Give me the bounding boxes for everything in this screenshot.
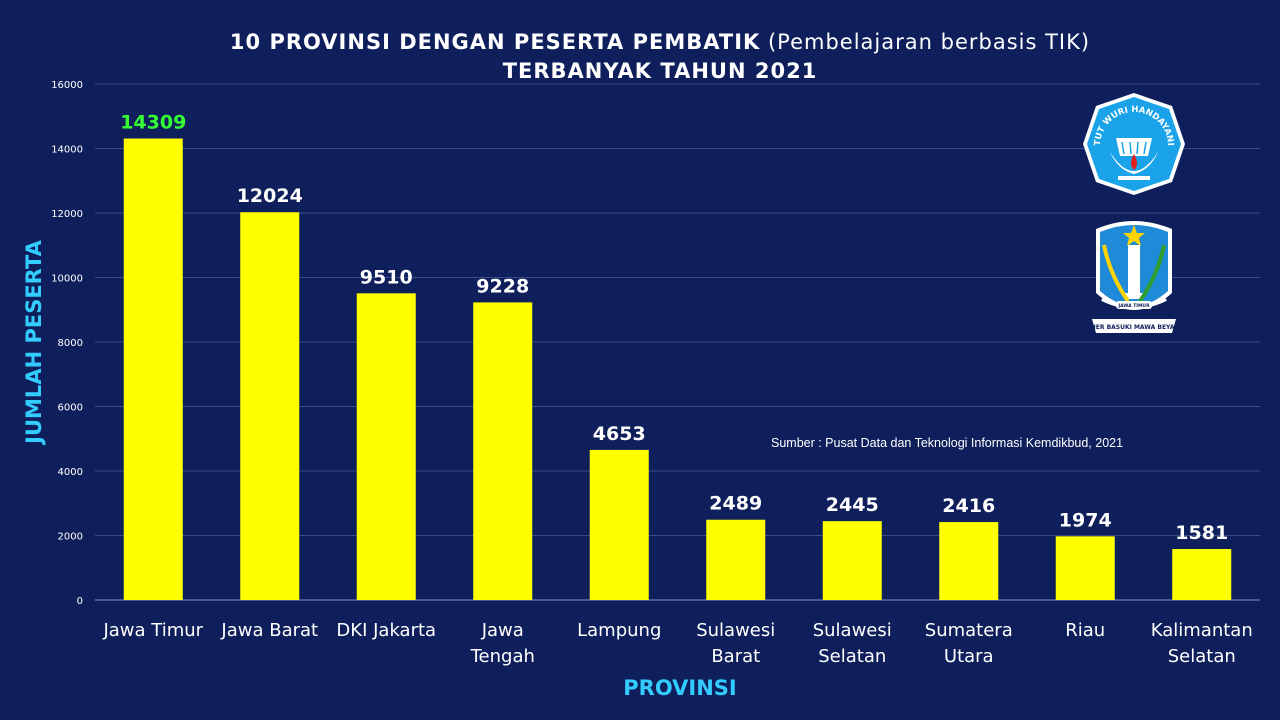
y-tick-label: 2000: [58, 532, 83, 543]
data-label: 2416: [942, 495, 995, 517]
svg-text:JAWA TIMUR: JAWA TIMUR: [1117, 303, 1150, 309]
bar: [706, 519, 766, 600]
source-note: Sumber : Pusat Data dan Teknologi Inform…: [771, 436, 1124, 450]
data-label: 2445: [826, 494, 879, 516]
x-tick-label: Jawa Timur: [102, 620, 203, 641]
tut-wuri-handayani-logo: TUT WURI HANDAYANI: [1083, 93, 1185, 195]
y-axis-title: JUMLAH PESERTA: [22, 239, 46, 445]
x-tick-label: Jawa Barat: [220, 620, 318, 641]
bar: [123, 138, 183, 601]
bar: [939, 522, 999, 600]
y-tick-label: 14000: [51, 145, 83, 156]
chart-title-year: TERBANYAK TAHUN 2021: [502, 59, 818, 83]
x-tick-label: Sulawesi Selatan: [813, 620, 892, 667]
y-tick-label: 12000: [51, 209, 83, 220]
y-tick-label: 8000: [58, 338, 83, 349]
data-label: 14309: [120, 112, 186, 134]
chart-title-subtitle: (Pembelajaran berbasis TIK): [767, 30, 1091, 54]
x-tick-label: DKI Jakarta: [336, 620, 436, 641]
x-tick-labels: Jawa Timur Jawa Barat DKI Jakarta Jawa Tenga…: [102, 620, 1252, 667]
data-label: 9510: [360, 266, 413, 288]
chart-title-line1: 10 PROVINSI DENGAN PESERTA PEMBATIK (Pem…: [180, 28, 1140, 57]
bar: [1172, 549, 1232, 600]
bar: [589, 449, 649, 600]
x-axis-title: PROVINSI: [623, 676, 736, 700]
y-tick-label: 4000: [58, 467, 83, 478]
bar: [1055, 536, 1115, 600]
bars: [123, 138, 1232, 601]
y-tick-label: 0: [77, 596, 83, 607]
chart-title-line2: TERBANYAK TAHUN 2021: [180, 57, 1140, 86]
y-tick-label: 6000: [58, 403, 83, 414]
svg-text:JER BASUKI MAWA BEYA: JER BASUKI MAWA BEYA: [1093, 324, 1175, 331]
bar: [356, 293, 416, 600]
x-tick-label: Riau: [1065, 620, 1105, 641]
bar: [240, 212, 300, 600]
data-label: 12024: [237, 185, 303, 207]
bar: [473, 302, 533, 600]
data-labels: 14309 12024 9510 9228 4653 2489 2445 2416 1974 15…: [120, 112, 1228, 544]
x-tick-label: Kalimantan Selatan: [1151, 620, 1253, 667]
chart-title-bold: 10 PROVINSI DENGAN PESERTA PEMBATIK: [229, 30, 761, 54]
x-tick-label: Jawa Tengah: [470, 620, 535, 667]
data-label: 1581: [1175, 522, 1228, 544]
data-label: 1974: [1059, 509, 1112, 531]
y-tick-label: 10000: [51, 274, 83, 285]
data-label: 2489: [709, 493, 762, 515]
y-tick-labels: 0 2000 4000 6000 8000 10000 12000 14000 16000: [51, 80, 83, 607]
y-tick-label: 16000: [51, 80, 83, 91]
jawa-timur-logo: JAWA TIMUR JER BASUKI MAWA BEYA: [1092, 221, 1176, 333]
x-tick-label: Sulawesi Barat: [696, 620, 775, 667]
data-label: 9228: [476, 275, 529, 297]
x-tick-label: Lampung: [577, 620, 661, 641]
x-tick-label: Sumatera Utara: [925, 620, 1013, 667]
data-label: 4653: [593, 423, 646, 445]
bar: [822, 521, 882, 600]
